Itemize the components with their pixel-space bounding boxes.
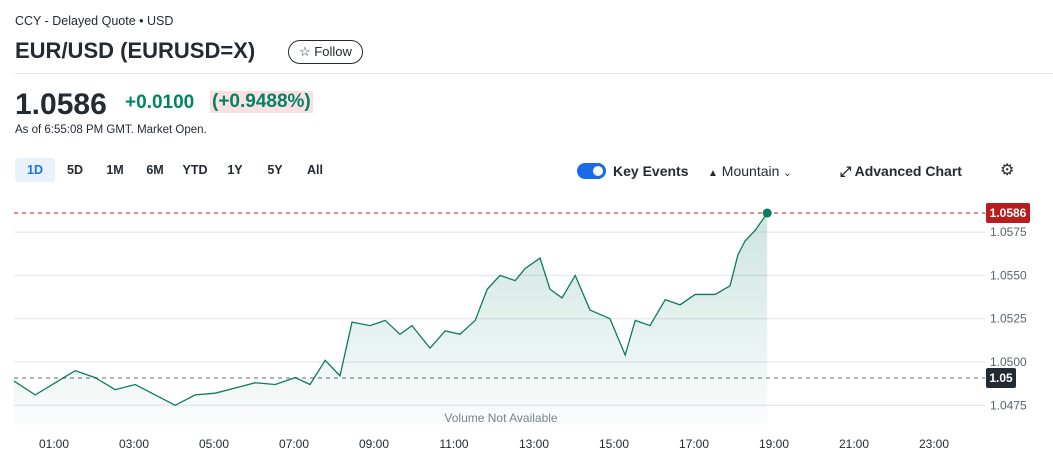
y-tick-label: 1.0475 (990, 398, 1027, 412)
expand-icon: ⤢ (840, 163, 852, 179)
timestamp: As of 6:55:08 PM GMT. Market Open. (15, 124, 207, 136)
range-tab-ytd[interactable]: YTD (182, 163, 208, 177)
x-tick-label: 05:00 (199, 437, 229, 451)
price-line (13, 212, 768, 407)
x-tick-label: 17:00 (679, 437, 709, 451)
x-tick-label: 03:00 (119, 437, 149, 451)
x-tick-label: 15:00 (599, 437, 629, 451)
range-tab-1m[interactable]: 1M (106, 163, 124, 177)
last-point-marker (762, 208, 772, 218)
range-tab-1y[interactable]: 1Y (227, 163, 243, 177)
range-tab-1d[interactable]: 1D (15, 158, 55, 182)
x-tick-label: 01:00 (39, 437, 69, 451)
y-tick-label: 1.0550 (990, 268, 1027, 282)
key-events-toggle[interactable] (577, 163, 606, 179)
chart-type-select[interactable]: ▲ Mountain ⌄ (708, 163, 792, 179)
key-events-label: Key Events (613, 163, 689, 179)
chart-type-label: Mountain (721, 163, 780, 179)
x-tick-label: 13:00 (519, 437, 549, 451)
advanced-chart-label: Advanced Chart (854, 163, 962, 179)
x-tick-label: 11:00 (439, 437, 468, 451)
mountain-icon: ▲ (708, 168, 718, 179)
star-icon: ☆ (299, 44, 311, 59)
price-change: +0.0100 (125, 92, 195, 113)
y-tick-label: 1.0525 (990, 312, 1027, 326)
current-price-badge (986, 203, 1030, 224)
range-tab-5d[interactable]: 5D (67, 163, 83, 177)
quote-subtitle: CCY - Delayed Quote • USD (15, 14, 174, 28)
range-tab-all[interactable]: All (307, 163, 323, 177)
range-tab-6m[interactable]: 6M (146, 163, 164, 177)
area-fill (14, 213, 768, 425)
chevron-down-icon: ⌄ (783, 168, 792, 179)
settings-gear-icon[interactable]: ⚙ (1000, 162, 1015, 179)
y-tick-label: 1.0575 (990, 225, 1027, 239)
follow-label: Follow (314, 44, 352, 59)
x-tick-label: 23:00 (919, 437, 949, 451)
range-tabs: 1D 5D 1M 6M YTD 1Y 5Y All (15, 158, 335, 182)
page-title: EUR/USD (EURUSD=X) (15, 38, 256, 63)
prev-close-label: 1.05 (989, 371, 1013, 385)
prev-close-badge (986, 368, 1016, 388)
advanced-chart-button[interactable]: ⤢ Advanced Chart (840, 163, 962, 180)
x-tick-label: 21:00 (839, 437, 869, 451)
volume-annotation: Volume Not Available (444, 411, 558, 425)
price-chart[interactable]: 1.0575 1.0550 1.0525 1.0500 1.0475 01:00 03:00… (0, 195, 1053, 475)
y-tick-label: 1.0500 (990, 355, 1027, 369)
percent-change: (+0.9488%) (210, 91, 313, 113)
range-tab-5y[interactable]: 5Y (267, 163, 283, 177)
x-tick-label: 07:00 (279, 437, 309, 451)
x-tick-label: 19:00 (759, 437, 789, 451)
x-tick-label: 09:00 (359, 437, 389, 451)
divider (15, 73, 1053, 74)
follow-button[interactable]: ☆ Follow (288, 40, 363, 64)
price: 1.0586 (15, 88, 107, 121)
current-price-label: 1.0586 (990, 206, 1027, 220)
